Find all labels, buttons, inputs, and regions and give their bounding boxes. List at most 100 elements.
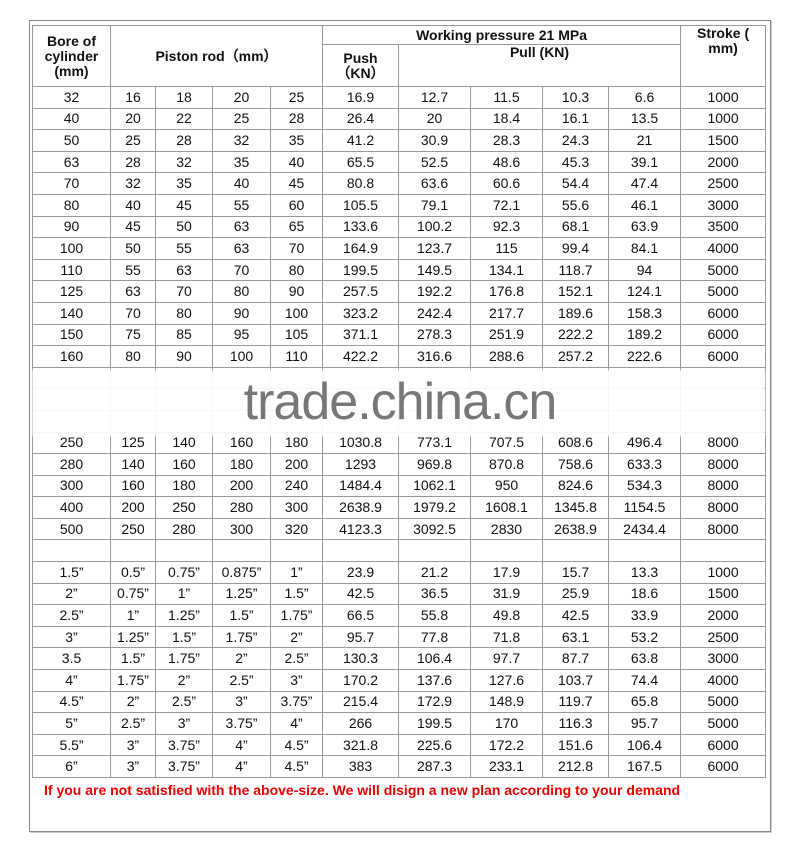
- table-cell: 39.1: [607, 150, 682, 174]
- table-cell: 75: [110, 323, 156, 347]
- table-cell: 4”: [212, 733, 271, 757]
- table-cell: 28: [270, 107, 323, 131]
- table-cell: 2500: [680, 625, 767, 649]
- table-cell: 321.8: [322, 733, 399, 757]
- header-cell: Push （KN）: [322, 44, 399, 87]
- table-cell: 1.5”: [212, 604, 271, 627]
- table-cell: 24.3: [542, 129, 609, 152]
- table-cell: 65: [270, 215, 323, 239]
- table-cell: 123.7: [398, 237, 471, 260]
- table-row: 80 40 45 55 60 105.5 79.1 72.1 55.6 46.1 3000: [32, 193, 767, 217]
- table-cell: 4.5”: [270, 755, 323, 778]
- table-cell: 217.7: [470, 301, 543, 325]
- table-cell: 28.3: [470, 129, 543, 152]
- table-cell: 2.5”: [270, 647, 323, 671]
- table-row: 100 50 55 63 70 164.9 123.7 115 99.4 84.1 4000: [32, 237, 767, 260]
- table-cell: 1.75”: [155, 647, 213, 671]
- table-cell: 222.6: [607, 345, 682, 368]
- table-row: 1.5” 0.5” 0.75” 0.875” 1” 23.9 21.2 17.9 15.7 13.…: [32, 561, 767, 584]
- table-cell: 105: [270, 323, 323, 347]
- table-cell: 266: [322, 712, 399, 735]
- table-cell: 1345.8: [542, 496, 609, 519]
- table-cell: 199.5: [398, 712, 471, 735]
- table-row: 90 45 50 63 65 133.6 100.2 92.3 68.1 63.9 3500: [32, 215, 767, 239]
- table-cell: 0.75”: [155, 561, 213, 584]
- table-cell: 250: [155, 496, 213, 519]
- table-cell: 50: [32, 129, 111, 152]
- table-row: 400 200 250 280 300 2638.9 1979.2 1608.1 1345.8 1…: [32, 496, 767, 519]
- table-cell: 134.1: [470, 258, 543, 282]
- empty-cell: [607, 539, 682, 563]
- table-cell: 70: [155, 280, 213, 303]
- table-cell: 94: [607, 258, 682, 282]
- table-row: 50 25 28 32 35 41.2 30.9 28.3 24.3 21 1500: [32, 129, 767, 152]
- table-cell: 140: [110, 453, 156, 476]
- table-cell: 2.5”: [32, 604, 111, 627]
- table-cell: 3.5: [32, 647, 111, 671]
- table-row: 3.5 1.5” 1.75” 2” 2.5” 130.3 106.4 97.7 87.7 63.8…: [32, 647, 767, 671]
- table-cell: 80.8: [322, 172, 399, 195]
- table-cell: 55.8: [398, 604, 471, 627]
- table-cell: 77.8: [398, 625, 471, 649]
- table-row: 2.5” 1” 1.25” 1.5” 1.75” 66.5 55.8 49.8 42.5 33.9…: [32, 604, 767, 627]
- table-cell: 71.8: [470, 625, 543, 649]
- table-cell: 47.4: [607, 172, 682, 195]
- table-cell: 1.5”: [32, 561, 111, 584]
- table-cell: 33.9: [607, 604, 682, 627]
- table-cell: 2.5”: [155, 690, 213, 714]
- table-cell: 608.6: [542, 431, 609, 455]
- table-cell: 5000: [680, 258, 767, 282]
- table-cell: 2000: [680, 150, 767, 174]
- table-cell: 13.5: [607, 107, 682, 131]
- table-row: 4.5” 2” 2.5” 3” 3.75” 215.4 172.9 148.9 119.7 65.…: [32, 690, 767, 714]
- table-cell: 4”: [270, 712, 323, 735]
- table-cell: 215.4: [322, 690, 399, 714]
- table-cell: 5000: [680, 712, 767, 735]
- empty-cell: [398, 539, 471, 563]
- table-cell: 6000: [680, 733, 767, 757]
- table-cell: 105.5: [322, 193, 399, 217]
- table-cell: 180: [212, 453, 271, 476]
- table-cell: 2638.9: [542, 517, 609, 541]
- table-cell: 140: [32, 301, 111, 325]
- table-cell: 2”: [155, 669, 213, 692]
- table-cell: 1000: [680, 86, 767, 109]
- watermark-band: [32, 370, 765, 436]
- table-cell: 189.2: [607, 323, 682, 347]
- table-cell: 240: [270, 474, 323, 498]
- table-cell: 5000: [680, 690, 767, 714]
- table-row: 250 125 140 160 180 1030.8 773.1 707.5 608.6 496.…: [32, 431, 767, 455]
- header-cell: Stroke ( mm): [680, 25, 767, 87]
- table-cell: 1”: [155, 582, 213, 606]
- table-cell: 63.9: [607, 215, 682, 239]
- table-cell: 72.1: [470, 193, 543, 217]
- table-cell: 20: [398, 107, 471, 131]
- table-cell: 65.5: [322, 150, 399, 174]
- table-cell: 152.1: [542, 280, 609, 303]
- table-cell: 42.5: [322, 582, 399, 606]
- table-cell: 63: [155, 258, 213, 282]
- table-cell: 60: [270, 193, 323, 217]
- table-cell: 45.3: [542, 150, 609, 174]
- table-cell: 6.6: [607, 86, 682, 109]
- table-cell: 1.25”: [110, 625, 156, 649]
- table-cell: 60.6: [470, 172, 543, 195]
- table-cell: 3”: [212, 690, 271, 714]
- table-cell: 250: [110, 517, 156, 541]
- table-cell: 4000: [680, 669, 767, 692]
- empty-cell: [322, 539, 399, 563]
- table-cell: 80: [155, 301, 213, 325]
- table-row: 70 32 35 40 45 80.8 63.6 60.6 54.4 47.4 2500: [32, 172, 767, 195]
- table-cell: 55: [110, 258, 156, 282]
- header-cell: Working pressure 21 MPa: [321, 24, 682, 46]
- table-cell: 17.9: [470, 561, 543, 584]
- table-cell: 200: [212, 474, 271, 498]
- table-cell: 63.1: [542, 625, 609, 649]
- table-cell: 300: [32, 474, 111, 498]
- table-cell: 18.6: [607, 582, 682, 606]
- table-cell: 8000: [680, 453, 767, 476]
- table-cell: 70: [212, 258, 271, 282]
- header-cell: Bore of cylinder (mm): [32, 25, 111, 87]
- empty-cell: [155, 539, 213, 563]
- table-cell: 1”: [110, 604, 156, 627]
